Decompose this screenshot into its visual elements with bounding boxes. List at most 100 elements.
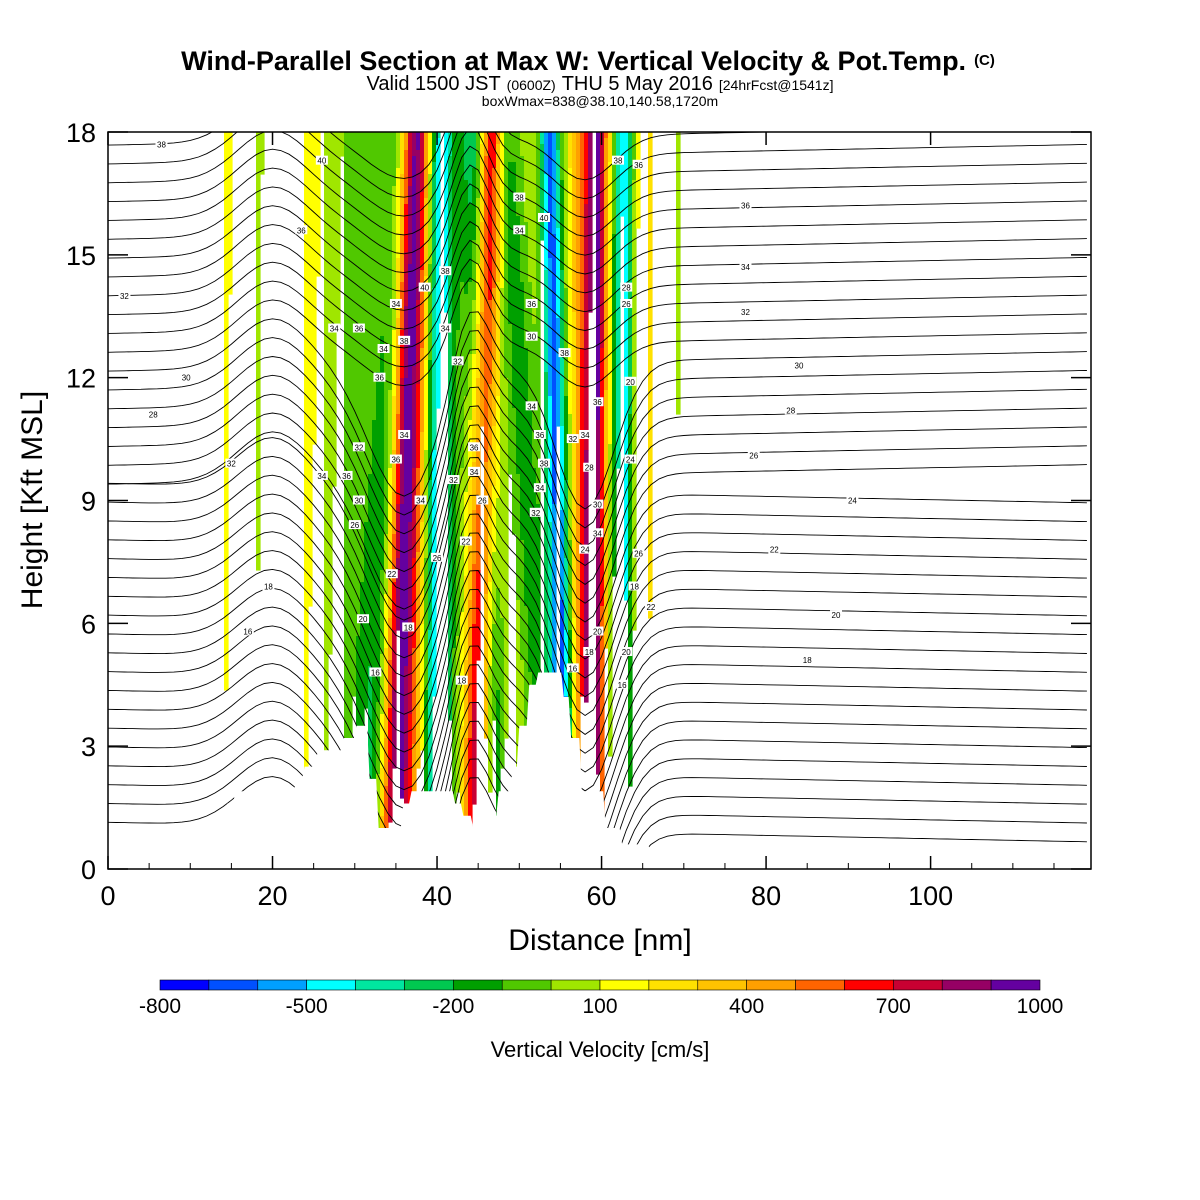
velocity-cell bbox=[616, 132, 621, 469]
velocity-cell bbox=[508, 162, 513, 325]
velocity-cell bbox=[392, 450, 397, 493]
contour-label: 38 bbox=[439, 266, 452, 276]
velocity-cell bbox=[568, 414, 573, 541]
velocity-cell bbox=[432, 162, 437, 289]
isentrope-line bbox=[108, 330, 1087, 529]
velocity-cell bbox=[332, 132, 337, 487]
contour-label-text: 38 bbox=[614, 157, 623, 166]
velocity-cell bbox=[476, 378, 481, 439]
isentrope-line bbox=[108, 493, 1087, 698]
contour-label-text: 26 bbox=[749, 451, 758, 460]
contour-label: 32 bbox=[225, 458, 238, 469]
velocity-cell bbox=[388, 522, 393, 571]
velocity-cell bbox=[492, 486, 497, 553]
velocity-cell bbox=[564, 396, 569, 481]
contour-label: 32 bbox=[447, 475, 460, 485]
velocity-cell bbox=[472, 240, 477, 301]
contour-label-text: 16 bbox=[618, 681, 627, 690]
velocity-cell bbox=[448, 132, 453, 157]
contour-label: 36 bbox=[739, 200, 752, 211]
velocity-cell bbox=[560, 426, 565, 511]
velocity-cell bbox=[412, 366, 417, 469]
velocity-cell bbox=[524, 222, 529, 349]
velocity-cell bbox=[468, 540, 473, 601]
contour-label: 36 bbox=[591, 397, 604, 407]
velocity-cell bbox=[520, 132, 525, 157]
velocity-cell bbox=[464, 576, 469, 661]
contour-label: 16 bbox=[241, 626, 254, 637]
velocity-cell bbox=[604, 390, 609, 649]
isentrope-line bbox=[108, 132, 789, 181]
velocity-cell bbox=[432, 288, 437, 451]
x-axis-ticks: 0 20 40 60 80 100 bbox=[100, 132, 1055, 911]
velocity-cell bbox=[572, 132, 577, 313]
velocity-cell bbox=[400, 174, 405, 235]
velocity-cell bbox=[424, 360, 429, 451]
velocity-cell bbox=[468, 132, 473, 205]
velocity-cell bbox=[604, 132, 609, 139]
velocity-cell bbox=[352, 132, 357, 697]
isentrope-line bbox=[108, 512, 1087, 717]
contour-label: 16 bbox=[566, 663, 579, 673]
contour-label-text: 28 bbox=[622, 284, 631, 293]
contour-label: 32 bbox=[451, 356, 464, 366]
velocity-cell bbox=[368, 666, 373, 817]
velocity-cell bbox=[484, 594, 489, 739]
terrain-profile bbox=[108, 672, 1091, 869]
velocity-cell bbox=[408, 624, 413, 715]
contour-label-text: 34 bbox=[593, 529, 602, 538]
contour-label: 38 bbox=[612, 155, 625, 166]
velocity-cell bbox=[396, 366, 401, 415]
contour-label-text: 36 bbox=[593, 398, 602, 407]
velocity-cell bbox=[400, 504, 405, 799]
contour-label-text: 34 bbox=[581, 431, 590, 440]
velocity-cell bbox=[576, 132, 581, 805]
velocity-cell bbox=[488, 384, 493, 451]
contour-label-text: 32 bbox=[568, 435, 577, 444]
contour-label: 38 bbox=[537, 458, 550, 469]
velocity-cell bbox=[436, 138, 441, 409]
velocity-cell bbox=[392, 186, 397, 331]
velocity-cell bbox=[460, 612, 465, 727]
contour-label: 22 bbox=[385, 569, 398, 579]
isentrope-line bbox=[108, 258, 1087, 369]
contour-label-text: 22 bbox=[461, 537, 470, 546]
velocity-cell bbox=[556, 150, 561, 229]
velocity-cell bbox=[364, 132, 369, 523]
isentrope-line bbox=[108, 183, 1087, 294]
velocity-cell bbox=[488, 132, 493, 301]
contour-label: 28 bbox=[784, 405, 797, 415]
colorbar-tick-labels: -800 -500 -200 100 400 700 1000 bbox=[139, 995, 1063, 1018]
velocity-cell bbox=[388, 570, 393, 619]
colorbar-swatch bbox=[599, 979, 650, 991]
velocity-cell bbox=[480, 132, 485, 145]
contour-label-text: 36 bbox=[470, 443, 479, 452]
contour-label: 30 bbox=[591, 499, 604, 510]
contour-label: 34 bbox=[513, 225, 526, 235]
velocity-cell bbox=[552, 504, 557, 721]
velocity-cell bbox=[560, 600, 565, 721]
velocity-cell bbox=[524, 606, 529, 727]
isentrope-line bbox=[108, 145, 1087, 256]
colorbar-tick-label: 700 bbox=[876, 995, 911, 1018]
contour-label-text: 22 bbox=[387, 570, 396, 579]
velocity-cell bbox=[492, 426, 497, 487]
velocity-cell bbox=[336, 132, 341, 325]
velocity-cell bbox=[304, 132, 309, 775]
velocity-cell bbox=[424, 198, 429, 277]
velocity-cell bbox=[460, 132, 465, 283]
contour-label: 28 bbox=[620, 282, 633, 293]
contour-label: 40 bbox=[315, 155, 328, 166]
contour-label-text: 24 bbox=[581, 546, 590, 555]
velocity-cell bbox=[436, 132, 441, 139]
contour-label: 20 bbox=[591, 626, 604, 637]
colorbar-swatch bbox=[159, 979, 210, 991]
velocity-cell bbox=[424, 690, 429, 841]
contour-label: 32 bbox=[566, 434, 579, 444]
velocity-cell bbox=[584, 132, 589, 205]
chart-title: Wind-Parallel Section at Max W: Vertical… bbox=[181, 46, 995, 76]
contour-label-text: 18 bbox=[457, 677, 466, 686]
velocity-cell bbox=[472, 702, 477, 805]
contour-label-text: 38 bbox=[560, 349, 569, 358]
